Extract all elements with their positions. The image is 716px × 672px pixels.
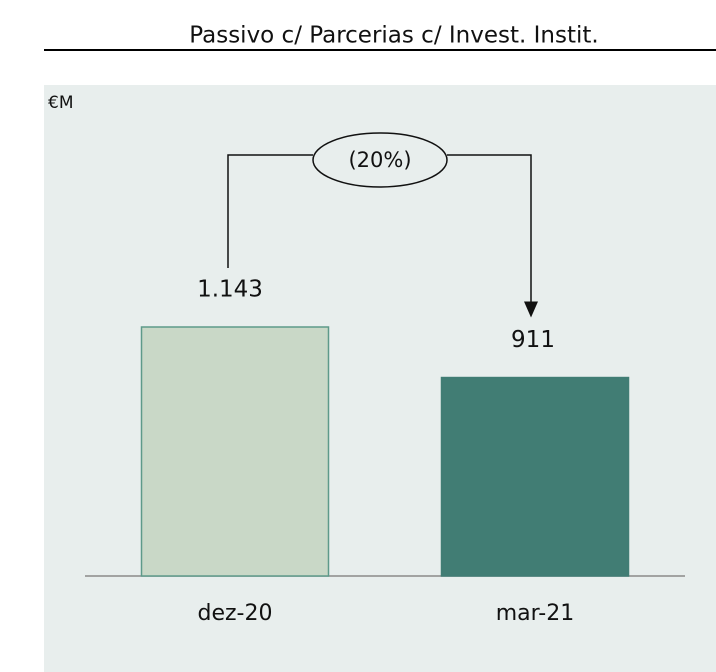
chart-title: Passivo c/ Parcerias c/ Invest. Instit. [189,23,598,49]
x-tick-label: mar-21 [496,601,574,626]
x-tick-label: dez-20 [198,601,273,626]
bar [440,376,630,577]
unit-label: €M [48,93,73,113]
connector [447,154,532,304]
annotation-ellipse [312,132,448,188]
connector [227,154,313,268]
arrowhead [524,301,538,318]
annotation: (20%) [348,148,411,172]
value-label: 1.143 [197,277,263,303]
bar [140,326,330,577]
value-label: 911 [511,327,555,353]
